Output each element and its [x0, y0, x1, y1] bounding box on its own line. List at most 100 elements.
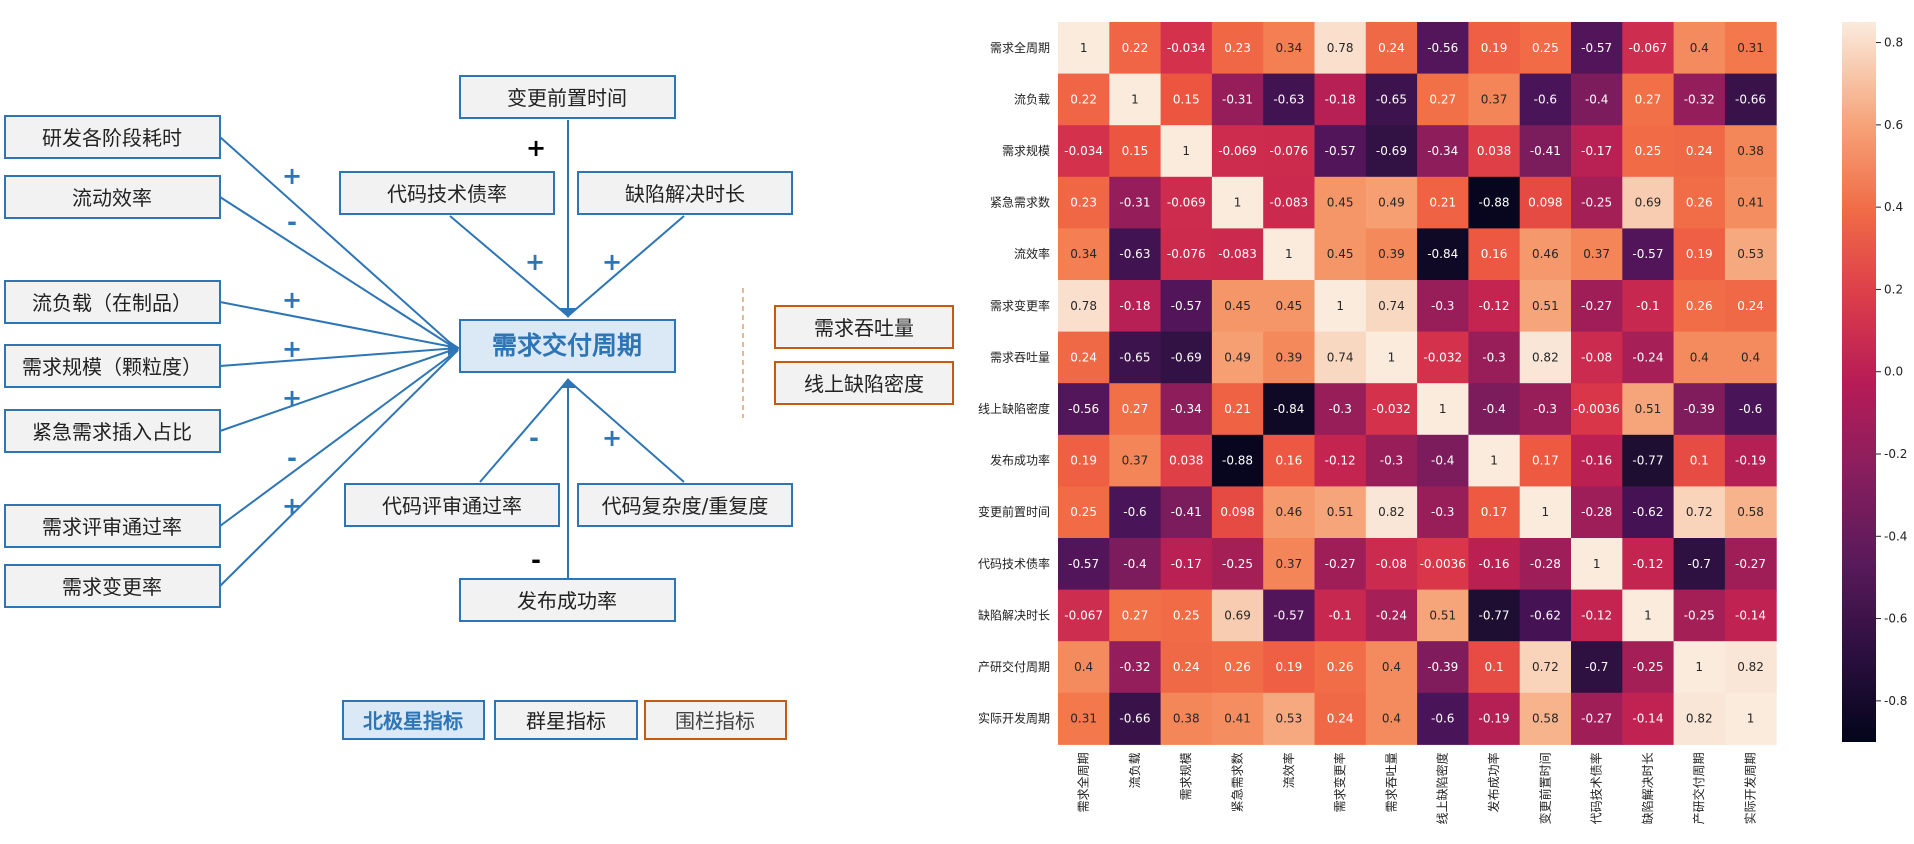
heatmap-cell-value: 0.25 — [1070, 505, 1097, 519]
heatmap-row-label: 流效率 — [1014, 246, 1050, 261]
heatmap-cell — [1365, 73, 1418, 126]
heatmap-cell — [1109, 383, 1162, 436]
heatmap-cell — [1365, 176, 1418, 229]
heatmap-col-labels: 需求全周期 流负载 需求规模 紧急需求数 流效率 需求变更率 需求吞吐量 线上缺陷密度 发布成功… — [1076, 752, 1758, 824]
heatmap-cell — [1673, 538, 1726, 591]
heatmap-cell — [1724, 125, 1777, 178]
heatmap-cell — [1622, 125, 1675, 178]
heatmap-cell — [1109, 434, 1162, 487]
heatmap-cell — [1724, 73, 1777, 126]
heatmap-cell — [1417, 73, 1469, 126]
heatmap-cell-value: 0.27 — [1122, 402, 1149, 416]
heatmap-cell — [1160, 228, 1213, 281]
heatmap-cell — [1468, 486, 1521, 539]
heatmap-cell — [1571, 125, 1623, 178]
colorbar-tick-label: -0.6 — [1884, 612, 1907, 626]
heatmap-col-label: 发布成功率 — [1486, 752, 1501, 812]
heatmap-cell-value: -0.56 — [1068, 402, 1099, 416]
heatmap-cell-value: -0.28 — [1530, 557, 1561, 571]
heatmap-cell — [1571, 434, 1623, 487]
legend-guardrail-label: 围栏指标 — [675, 709, 755, 733]
heatmap-cell-value: -0.6 — [1123, 505, 1146, 519]
heatmap-cell-value: 0.37 — [1583, 247, 1610, 261]
heatmap-cell-value: 0.1 — [1690, 454, 1709, 468]
heatmap-cell — [1417, 280, 1469, 333]
heatmap-cell — [1622, 538, 1675, 591]
heatmap-cell-value: 0.4 — [1690, 41, 1709, 55]
heatmap-cell — [1058, 383, 1110, 436]
colorbar-tick-label: 0.8 — [1884, 36, 1903, 50]
heatmap-cell-value: -0.34 — [1427, 144, 1458, 158]
heatmap-cell-value: -0.39 — [1427, 660, 1458, 674]
heatmap-cell-value: -0.24 — [1632, 350, 1663, 364]
heatmap-cell — [1519, 331, 1572, 384]
heatmap-cell-value: 0.21 — [1224, 402, 1251, 416]
sign-l6: - — [287, 444, 297, 472]
heatmap-cell — [1263, 331, 1315, 384]
heatmap-cell-value: -0.24 — [1376, 608, 1407, 622]
heatmap-cell — [1314, 176, 1367, 229]
heatmap-cell-value: 0.74 — [1327, 350, 1354, 364]
heatmap-col-label: 流负载 — [1128, 752, 1142, 788]
box-l1: 研发各阶段耗时 — [4, 115, 221, 159]
heatmap-cell-value: 0.82 — [1686, 712, 1713, 726]
heatmap-cell — [1571, 486, 1623, 539]
heatmap-cell-value: 0.24 — [1737, 299, 1764, 313]
heatmap-cell-value: -0.57 — [1068, 557, 1099, 571]
heatmap-cell — [1571, 692, 1623, 745]
heatmap-cell-value: -0.25 — [1581, 196, 1612, 210]
heatmap-cell-value: -0.083 — [1218, 247, 1257, 261]
heatmap-cell — [1160, 73, 1213, 126]
heatmap-cell — [1673, 228, 1726, 281]
heatmap-cell-value: 0.098 — [1528, 196, 1562, 210]
left-metric-boxes: 研发各阶段耗时 流动效率 流负载（在制品） 需求规模（颗粒度） 紧急需求插入占比… — [4, 115, 221, 608]
heatmap-cell-value: -0.7 — [1585, 660, 1608, 674]
heatmap-col-label: 变更前置时间 — [1537, 752, 1552, 824]
heatmap-cell-value: -0.66 — [1119, 712, 1150, 726]
heatmap-cell — [1724, 641, 1777, 694]
heatmap-cell-value: 0.82 — [1737, 660, 1764, 674]
heatmap-cell-value: -0.31 — [1222, 92, 1253, 106]
heatmap-cell — [1468, 383, 1521, 436]
heatmap-cell-value: 0.51 — [1635, 402, 1662, 416]
heatmap-cell — [1673, 176, 1726, 229]
heatmap-cell-value: 0.15 — [1122, 144, 1149, 158]
heatmap-cell — [1160, 383, 1213, 436]
box-l5-label: 紧急需求插入占比 — [32, 420, 192, 444]
heatmap-cell-value: -0.069 — [1167, 196, 1206, 210]
heatmap-cell-value: 0.25 — [1532, 41, 1559, 55]
heatmap-cell-value: 0.4 — [1741, 350, 1760, 364]
heatmap-row-label: 需求全周期 — [990, 40, 1050, 55]
heatmap-row-label: 线上缺陷密度 — [978, 401, 1050, 416]
heatmap-cell-value: -0.34 — [1171, 402, 1202, 416]
colorbar-tick-label: 0.6 — [1884, 118, 1903, 132]
heatmap-col-label: 流效率 — [1281, 752, 1296, 788]
heatmap-cell-value: -0.32 — [1684, 92, 1715, 106]
box-t1-label: 变更前置时间 — [507, 86, 627, 110]
heatmap-cell — [1417, 331, 1469, 384]
heatmap-cell-value: -0.65 — [1376, 92, 1407, 106]
heatmap-cell-value: -0.3 — [1482, 350, 1505, 364]
heatmap-col-label: 代码技术债率 — [1589, 752, 1604, 824]
heatmap-row-labels: 需求全周期流负载需求规模紧急需求数流效率需求变更率需求吞吐量线上缺陷密度发布成功… — [978, 40, 1050, 726]
heatmap-cell — [1314, 280, 1367, 333]
heatmap-cell — [1724, 538, 1777, 591]
sign-t1: + — [526, 134, 546, 162]
heatmap-cell — [1673, 589, 1726, 642]
heatmap-cell — [1314, 383, 1367, 436]
heatmap-cell — [1365, 538, 1418, 591]
heatmap-cell-value: 0.45 — [1327, 247, 1354, 261]
heatmap-cell-value: -0.32 — [1119, 660, 1150, 674]
heatmap-cell — [1365, 280, 1418, 333]
heatmap-cell-value: -0.08 — [1581, 350, 1612, 364]
heatmap-cell — [1160, 125, 1213, 178]
heatmap-cell — [1417, 589, 1469, 642]
heatmap-cell — [1109, 641, 1162, 694]
heatmap-cell-value: 0.45 — [1275, 299, 1302, 313]
sign-l3: + — [282, 286, 302, 314]
sign-t2: + — [525, 248, 545, 276]
center-node: 需求交付周期 — [459, 319, 676, 373]
box-g2-label: 线上缺陷密度 — [804, 372, 924, 396]
heatmap-cell-value: 0.78 — [1070, 299, 1097, 313]
heatmap-cell — [1673, 486, 1726, 539]
